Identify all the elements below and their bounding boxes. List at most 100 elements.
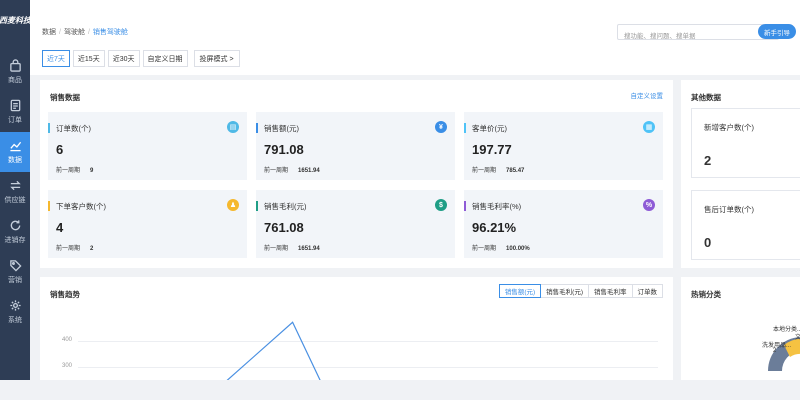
nav-label-system: 系统 (8, 317, 22, 324)
nav-label-inventory: 进销存 (4, 237, 26, 244)
card-accent-bar (256, 123, 258, 133)
date-tab-30d[interactable]: 近30天 (107, 50, 140, 67)
hot-category-label: 2 (773, 348, 777, 354)
metric-card-sales[interactable]: 销售额(元) ¥ 791.08 前一周期 1651.94 (256, 112, 455, 180)
metric-label: 售后订单数(个) (704, 205, 754, 214)
sales-trend-panel: 销售趋势 销售额(元) 销售毛利(元) 销售毛利率 订单数 400 300 (40, 277, 673, 380)
bag-icon (9, 59, 22, 72)
nav-label-marketing: 营销 (8, 277, 22, 284)
metric-label: 下单客户数(个) (56, 202, 106, 211)
hot-category-donut (767, 337, 800, 371)
metric-value: 96.21% (472, 220, 517, 235)
metric-label: 新增客户数(个) (704, 123, 754, 132)
date-tab-7d[interactable]: 近7天 (42, 50, 70, 67)
nav-item-orders[interactable]: 订单 (0, 92, 30, 132)
breadcrumb: 数据 / 驾驶舱 / 销售驾驶舱 (42, 29, 128, 36)
metric-previous: 前一周期 100.00% (472, 246, 530, 252)
search-input[interactable] (618, 29, 758, 44)
trend-tab-profit[interactable]: 销售毛利(元) (540, 284, 589, 298)
gear-icon (9, 299, 22, 312)
metric-card-unit-price[interactable]: 客单价(元) ▦ 197.77 前一周期 785.47 (464, 112, 663, 180)
hot-category-panel: 热销分类 本地分类... 文 洗发用品... 2 (681, 277, 800, 380)
moneybag-icon: $ (435, 199, 447, 211)
nav-label-goods: 商品 (8, 77, 22, 84)
metric-label: 销售毛利率(%) (472, 202, 522, 211)
date-range-tabs: 近7天 近15天 近30天 自定义日期 投屏模式 > (42, 50, 240, 67)
metric-value: 791.08 (264, 142, 304, 157)
card-accent-bar (48, 123, 50, 133)
hot-category-label: 本地分类... (773, 327, 800, 333)
bill-icon: ▦ (643, 121, 655, 133)
grid-line (78, 341, 658, 342)
other-card-after-sales[interactable]: 售后订单数(个) 0 (691, 190, 800, 260)
metric-previous: 前一周期 1651.94 (264, 168, 320, 174)
metric-previous: 前一周期 9 (56, 168, 94, 174)
trend-tab-orders[interactable]: 订单数 (631, 284, 663, 298)
custom-settings-link[interactable]: 自定义设置 (630, 93, 664, 100)
nav-item-supply[interactable]: 供应链 (0, 172, 30, 212)
metric-previous: 前一周期 785.47 (472, 168, 525, 174)
nav-item-inventory[interactable]: 进销存 (0, 212, 30, 252)
sales-data-panel: 销售数据 自定义设置 订单数(个) ▤ 6 前一周期 9 销售额(元) ¥ 791… (40, 80, 673, 268)
hot-category-label: 文 (795, 335, 800, 341)
metric-label: 订单数(个) (56, 124, 91, 133)
nav-label-data: 数据 (8, 157, 22, 164)
hot-category-label: 洗发用品... (762, 343, 792, 349)
breadcrumb-item[interactable]: 数据 (42, 29, 56, 36)
metric-label: 销售毛利(元) (264, 202, 307, 211)
nav-item-system[interactable]: 系统 (0, 292, 30, 332)
metric-value: 4 (56, 220, 64, 235)
y-tick-label: 400 (62, 337, 73, 343)
cycle-icon (9, 219, 22, 232)
card-accent-bar (464, 201, 466, 211)
metric-value: 6 (56, 142, 64, 157)
document-icon (9, 99, 22, 112)
metric-value: 0 (704, 235, 712, 250)
trend-line-chart (226, 321, 321, 380)
guide-button[interactable]: 新手引导 (758, 24, 796, 39)
brand-logo: 西麦科技 (0, 15, 31, 25)
sales-data-title: 销售数据 (50, 93, 80, 102)
metric-card-orders[interactable]: 订单数(个) ▤ 6 前一周期 9 (48, 112, 247, 180)
metric-previous: 前一周期 1651.94 (264, 246, 320, 252)
trend-series-line (226, 321, 321, 380)
nav-item-marketing[interactable]: 营销 (0, 252, 30, 292)
metric-value: 761.08 (264, 220, 304, 235)
top-header: 数据/驾驶舱/销售驾驶舱 新手引导 近7天 近15天 近30天 自定义日期 投屏… (30, 0, 800, 75)
breadcrumb-current: 销售驾驶舱 (92, 29, 128, 36)
donut-slice (784, 338, 800, 357)
yen-icon: ¥ (435, 121, 447, 133)
trend-tab-sales[interactable]: 销售额(元) (498, 284, 542, 298)
search-box (617, 24, 779, 44)
metric-card-customers[interactable]: 下单客户数(个) ♟ 4 前一周期 2 (48, 190, 247, 258)
tag-icon (9, 259, 22, 272)
nav-label-orders: 订单 (8, 117, 22, 124)
date-tab-custom[interactable]: 自定义日期 (142, 50, 188, 67)
percent-icon: % (643, 199, 655, 211)
chart-line-icon (9, 139, 22, 152)
screen-mode-button[interactable]: 投屏模式 > (193, 50, 240, 67)
sales-trend-title: 销售趋势 (50, 290, 80, 299)
nav-item-goods[interactable]: 商品 (0, 52, 30, 92)
y-tick-label: 300 (62, 363, 73, 369)
other-card-new-customers[interactable]: 新增客户数(个) 2 (691, 108, 800, 178)
trend-tab-margin[interactable]: 销售毛利率 (588, 284, 633, 298)
nav-item-data[interactable]: 数据 (0, 132, 30, 172)
grid-line (78, 367, 658, 368)
metric-card-gross-profit[interactable]: 销售毛利(元) $ 761.08 前一周期 1651.94 (256, 190, 455, 258)
person-icon: ♟ (227, 199, 239, 211)
metric-card-margin-rate[interactable]: 销售毛利率(%) % 96.21% 前一周期 100.00% (464, 190, 663, 258)
breadcrumb-item[interactable]: 驾驶舱 (63, 29, 85, 36)
nav-label-supply: 供应链 (4, 197, 26, 204)
date-tab-15d[interactable]: 近15天 (72, 50, 105, 67)
metric-label: 销售额(元) (264, 124, 299, 133)
metric-label: 客单价(元) (472, 124, 507, 133)
metric-value: 2 (704, 153, 712, 168)
metric-previous: 前一周期 2 (56, 246, 94, 252)
other-data-panel: 其他数据 新增客户数(个) 2 售后订单数(个) 0 (681, 80, 800, 268)
transfer-icon (9, 179, 22, 192)
card-accent-bar (48, 201, 50, 211)
hot-category-title: 热销分类 (691, 290, 721, 299)
calendar-icon: ▤ (227, 121, 239, 133)
